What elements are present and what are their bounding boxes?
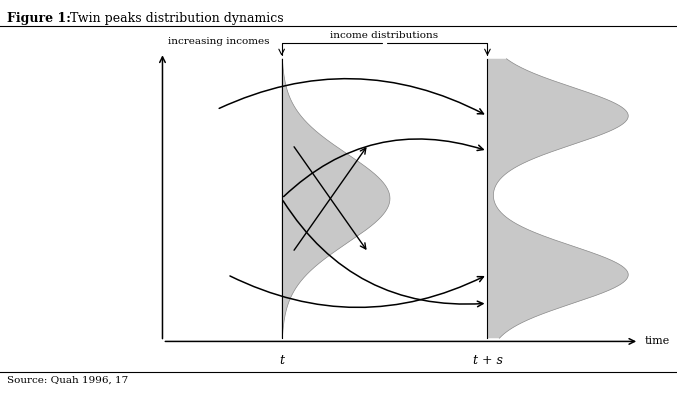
Text: income distributions: income distributions — [330, 31, 439, 40]
Text: Source: Quah 1996, 17: Source: Quah 1996, 17 — [7, 376, 128, 385]
Text: Twin peaks distribution dynamics: Twin peaks distribution dynamics — [58, 12, 283, 25]
Text: t + s: t + s — [473, 354, 502, 367]
Polygon shape — [487, 59, 628, 338]
Text: increasing incomes: increasing incomes — [168, 37, 269, 46]
Text: t: t — [279, 354, 284, 367]
Text: time: time — [645, 336, 670, 347]
Text: Figure 1:: Figure 1: — [7, 12, 70, 25]
Polygon shape — [282, 59, 390, 338]
